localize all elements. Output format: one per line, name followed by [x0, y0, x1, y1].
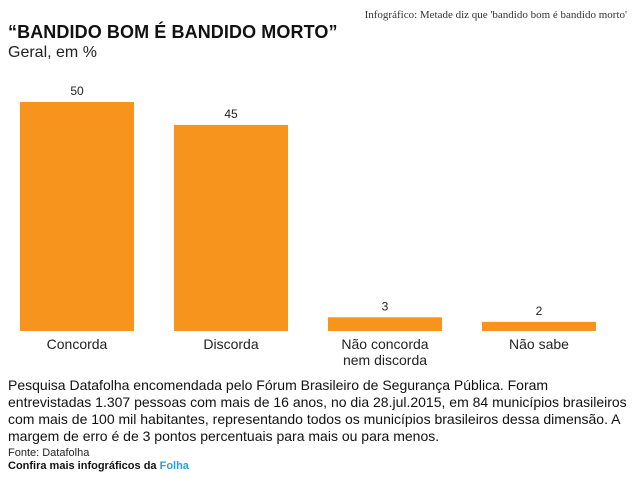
category-label-1: Concorda: [47, 336, 108, 352]
credit-line: Confira mais infográficos da Folha: [8, 460, 189, 472]
bar-value-label-4: 2: [536, 304, 543, 318]
chart-subtitle: Geral, em %: [8, 44, 97, 61]
methodology-note: Pesquisa Datafolha encomendada pelo Fóru…: [8, 377, 627, 444]
category-label-4: Não sabe: [509, 336, 569, 352]
category-label-3-line-2: nem discorda: [343, 352, 427, 368]
bar-1: [20, 102, 134, 331]
bar-value-label-3: 3: [382, 299, 389, 313]
credit-brand-link[interactable]: Folha: [159, 460, 189, 472]
credit-prefix: Confira mais infográficos da: [8, 460, 157, 472]
bar-value-label-1: 50: [70, 84, 84, 98]
category-label-2: Discorda: [203, 336, 258, 352]
category-label-3-line-1: Não concorda: [341, 336, 428, 352]
bar-3: [328, 317, 442, 331]
bar-value-label-2: 45: [224, 107, 238, 121]
bar-4: [482, 321, 596, 331]
bar-2: [174, 124, 288, 332]
header-note: Infográfico: Metade diz que 'bandido bom…: [364, 9, 627, 21]
chart-title: “BANDIDO BOM É BANDIDO MORTO”: [8, 22, 338, 42]
source-line: Fonte: Datafolha: [8, 447, 90, 459]
